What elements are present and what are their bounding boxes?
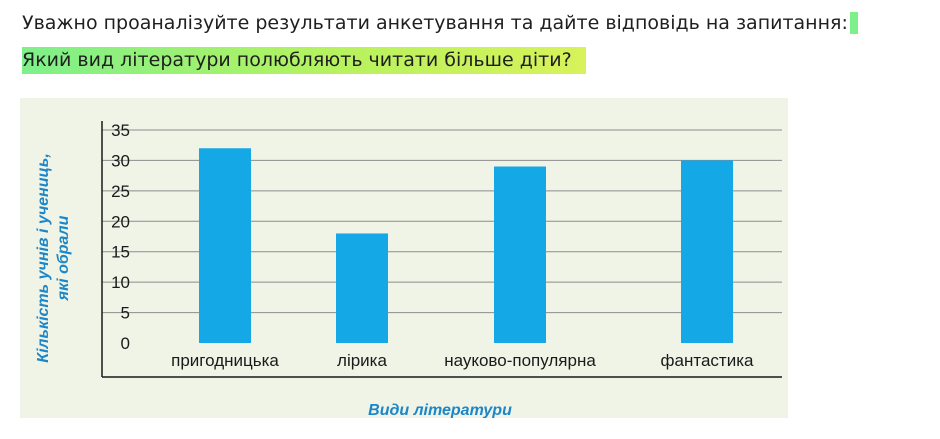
y-axis-title-line1: Кількість учнів і учениць, xyxy=(35,153,52,363)
y-axis-title-line2: які обрали xyxy=(55,215,72,301)
question-intro-text: Уважно проаналізуйте результати анкетува… xyxy=(22,12,848,34)
y-tick-label: 10 xyxy=(111,273,130,292)
category-label: фантастика xyxy=(661,351,754,370)
y-tick-labels: 0 5 10 15 20 25 30 35 xyxy=(111,121,130,353)
highlight-marker xyxy=(849,12,858,34)
bars xyxy=(199,148,733,343)
y-tick-label: 20 xyxy=(111,212,130,231)
y-tick-label: 5 xyxy=(121,304,130,323)
question-highlight: Який вид літератури полюбляють читати бі… xyxy=(22,47,586,74)
plot-frame xyxy=(101,121,782,378)
bar-1 xyxy=(336,233,388,343)
y-tick-label: 30 xyxy=(111,151,130,170)
y-tick-label: 0 xyxy=(121,334,130,353)
bar-2 xyxy=(494,166,546,343)
y-tick-label: 15 xyxy=(111,243,130,262)
bar-3 xyxy=(681,160,733,343)
category-label: науково-популярна xyxy=(444,351,596,370)
category-labels: пригодницька лірика науково-популярна фанта… xyxy=(171,351,754,370)
question-intro: Уважно проаналізуйте результати анкетува… xyxy=(22,12,858,34)
category-label: пригодницька xyxy=(171,351,279,370)
category-label: лірика xyxy=(337,351,387,370)
bar-0 xyxy=(199,148,251,343)
y-tick-label: 25 xyxy=(111,182,130,201)
bar-chart: 0 5 10 15 20 25 30 35 пригодницька лірика науково… xyxy=(35,121,782,418)
x-axis-title: Види літератури xyxy=(368,402,512,418)
y-tick-label: 35 xyxy=(111,121,130,140)
chart-panel: 0 5 10 15 20 25 30 35 пригодницька лірика науково… xyxy=(20,98,788,418)
